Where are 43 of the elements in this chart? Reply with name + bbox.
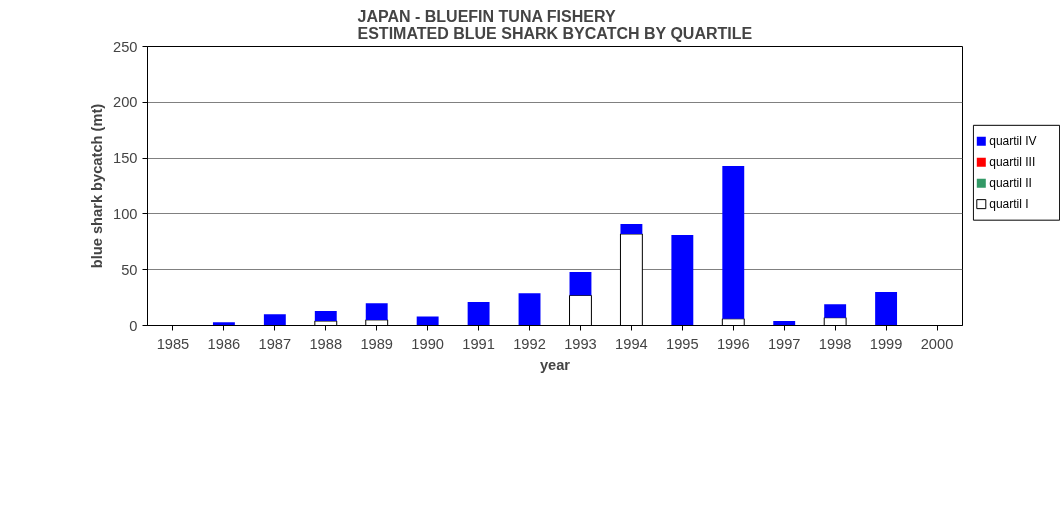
legend-label: quartil III — [989, 155, 1036, 170]
bar — [875, 292, 898, 326]
x-tick-label: 1986 — [207, 335, 241, 352]
bar — [569, 271, 592, 296]
bar — [773, 321, 796, 326]
bar — [314, 310, 337, 322]
chart-title: JAPAN - BLUEFIN TUNA FISHERY ESTIMATED BLUE SHARK BYCATCH BY QUARTILE — [357, 7, 753, 42]
y-tick-label: 100 — [113, 205, 138, 222]
x-tick-label: 1992 — [513, 335, 546, 352]
y-tick-label: 200 — [113, 94, 138, 111]
y-tick-label: 0 — [129, 317, 138, 334]
bar — [416, 316, 439, 326]
x-tick-label: 1994 — [615, 335, 648, 352]
x-tick-label: 1989 — [360, 335, 394, 352]
x-tick-label: 1997 — [767, 335, 801, 352]
x-tick-label: 2000 — [920, 335, 954, 352]
bar — [722, 165, 745, 319]
x-tick-label: 1985 — [156, 335, 190, 352]
y-tick-label: 50 — [121, 261, 138, 278]
y-tick-label: 250 — [113, 38, 138, 55]
legend-label: quartil IV — [989, 134, 1037, 149]
bar — [518, 293, 541, 326]
legend-label: quartil II — [989, 176, 1032, 191]
y-axis-title: blue shark bycatch (mt) — [89, 103, 106, 269]
bar — [671, 235, 694, 326]
x-tick-label: 1987 — [258, 335, 292, 352]
x-tick-label: 1988 — [309, 335, 343, 352]
x-tick-label: 1998 — [818, 335, 852, 352]
x-tick-label: 1995 — [666, 335, 699, 352]
bar — [212, 322, 235, 326]
x-tick-label: 1999 — [869, 335, 903, 352]
bar — [467, 302, 490, 326]
x-tick-label: 1993 — [564, 335, 597, 352]
bar — [824, 304, 847, 318]
bar — [263, 314, 286, 326]
bar — [365, 303, 388, 320]
x-tick-label: 1991 — [462, 335, 495, 352]
bar — [620, 223, 643, 234]
x-tick-label: 1996 — [716, 335, 750, 352]
x-axis-title: year — [539, 356, 571, 373]
legend-label: quartil I — [989, 197, 1029, 212]
x-tick-label: 1990 — [411, 335, 444, 352]
y-tick-label: 150 — [113, 150, 138, 167]
